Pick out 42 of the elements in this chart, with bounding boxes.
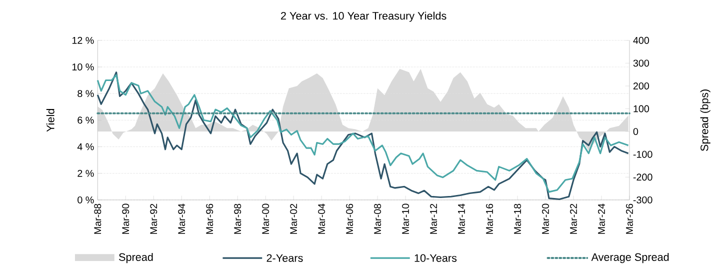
y-axis-title: Yield [46, 109, 54, 132]
x-tick-label: Mar-12 [430, 204, 438, 234]
x-tick-label: Mar-18 [514, 204, 521, 234]
x-tick-label: Mar-04 [318, 204, 326, 234]
y2-tick-label: -300 [633, 196, 652, 204]
y-tick-label: 8 % [78, 90, 94, 98]
x-tick-label: Mar-90 [122, 204, 130, 234]
y-tick-label: 12 % [72, 37, 94, 44]
y2-tick-label: -100 [633, 150, 652, 158]
x-tick-label: Mar-22 [570, 204, 577, 234]
y2-tick-label: 400 [633, 37, 650, 44]
y-tick-label: 10 % [72, 64, 94, 71]
x-tick-label: Mar-02 [290, 204, 298, 234]
y-tick-label: 0 % [78, 196, 94, 204]
y2-tick-label: -200 [633, 174, 652, 181]
chart-title: 2 Year vs. 10 Year Treasury Yields [280, 12, 446, 22]
legend-label: Spread [119, 253, 153, 264]
y-tick-label: 2 % [78, 170, 94, 177]
y2-tick-label: 300 [633, 60, 650, 67]
x-tick-label: Mar-88 [94, 204, 102, 234]
y2-tick-label: 200 [633, 82, 650, 90]
x-tick-label: Mar-94 [178, 204, 186, 234]
x-tick-label: Mar-10 [402, 204, 410, 234]
x-tick-label: Mar-96 [206, 204, 214, 234]
x-tick-label: Mar-14 [458, 204, 465, 234]
y2-tick-label: 0 [633, 128, 638, 136]
legend-label: Average Spread [591, 253, 669, 264]
x-tick-label: Mar-20 [542, 204, 549, 234]
legend-label: 10-Years [414, 254, 457, 262]
x-tick-label: Mar-00 [262, 204, 270, 234]
x-tick-label: Mar-24 [598, 204, 605, 234]
y-tick-label: 4 % [77, 143, 94, 150]
x-tick-label: Mar-98 [234, 204, 242, 234]
x-tick-label: Mar-06 [346, 204, 354, 234]
x-tick-label: Mar-16 [486, 204, 494, 234]
y2-tick-label: 100 [634, 105, 650, 112]
legend-label: 2-Years [266, 254, 303, 262]
y-tick-label: 6 % [78, 116, 94, 124]
x-tick-label: Mar-08 [374, 204, 382, 234]
x-tick-label: Mar-26 [626, 204, 633, 234]
y2-axis-title: Spread (bps) [700, 90, 710, 152]
x-tick-label: Mar-92 [150, 204, 158, 234]
